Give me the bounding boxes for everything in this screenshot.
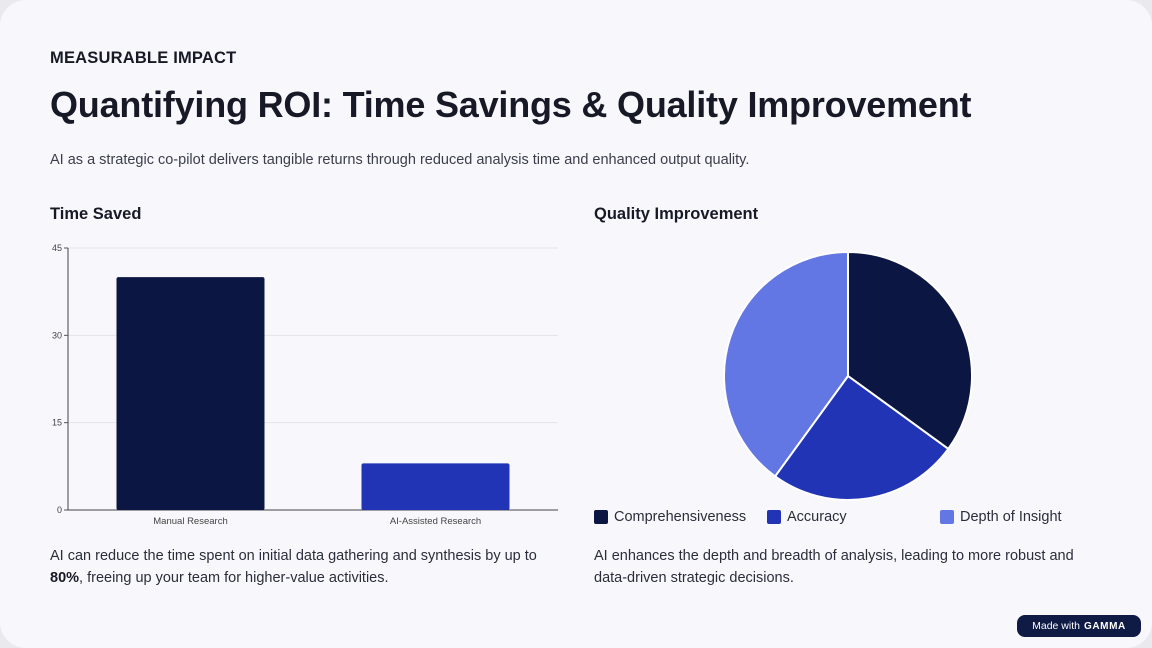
legend-label: Comprehensiveness (614, 509, 747, 525)
legend-item: Accuracy (767, 509, 847, 525)
bar (116, 277, 265, 510)
y-tick-label: 0 (57, 505, 62, 515)
time-saved-heading: Time Saved (50, 205, 142, 223)
pie-legend: Comprehensiveness Accuracy Depth of Insigh… (594, 509, 1094, 529)
pie-slice (774, 375, 950, 501)
pie-slice (847, 251, 973, 450)
time-saved-description: AI can reduce the time spent on initial … (50, 545, 570, 589)
page-subtitle: AI as a strategic co-pilot delivers tang… (50, 152, 750, 168)
time-body-prefix: AI can reduce the time spent on initial … (50, 548, 537, 564)
x-tick-label: AI-Assisted Research (390, 516, 481, 527)
time-body-suffix: , freeing up your team for higher-value … (79, 570, 389, 586)
legend-swatch (940, 510, 954, 524)
time-saved-bar-chart: 0 15 30 45 Manual Research AI-Assisted Resear… (52, 243, 558, 527)
legend-label: Depth of Insight (960, 509, 1062, 525)
legend-swatch (594, 510, 608, 524)
quality-description: AI enhances the depth and breadth of ana… (594, 548, 1074, 586)
legend-swatch (767, 510, 781, 524)
x-tick-label: Manual Research (153, 516, 227, 527)
eyebrow-label: MEASURABLE IMPACT (50, 49, 237, 67)
made-with-gamma-badge[interactable]: Made with GAMMA (1017, 615, 1141, 637)
y-tick-label: 15 (52, 418, 62, 428)
legend-item: Comprehensiveness (594, 509, 746, 525)
badge-prefix: Made with (1032, 620, 1080, 632)
y-tick-label: 45 (52, 243, 62, 253)
page-title: Quantifying ROI: Time Savings & Quality … (50, 84, 972, 125)
legend-item: Depth of Insight (940, 509, 1062, 525)
quality-pie-chart (723, 251, 973, 501)
bar (361, 463, 510, 510)
gamma-logo: GAMMA (1083, 620, 1126, 632)
legend-label: Accuracy (787, 509, 847, 525)
quality-heading: Quality Improvement (594, 205, 759, 223)
y-tick-label: 30 (52, 330, 62, 340)
pie-slice (723, 251, 849, 478)
time-body-highlight: 80% (50, 570, 80, 586)
